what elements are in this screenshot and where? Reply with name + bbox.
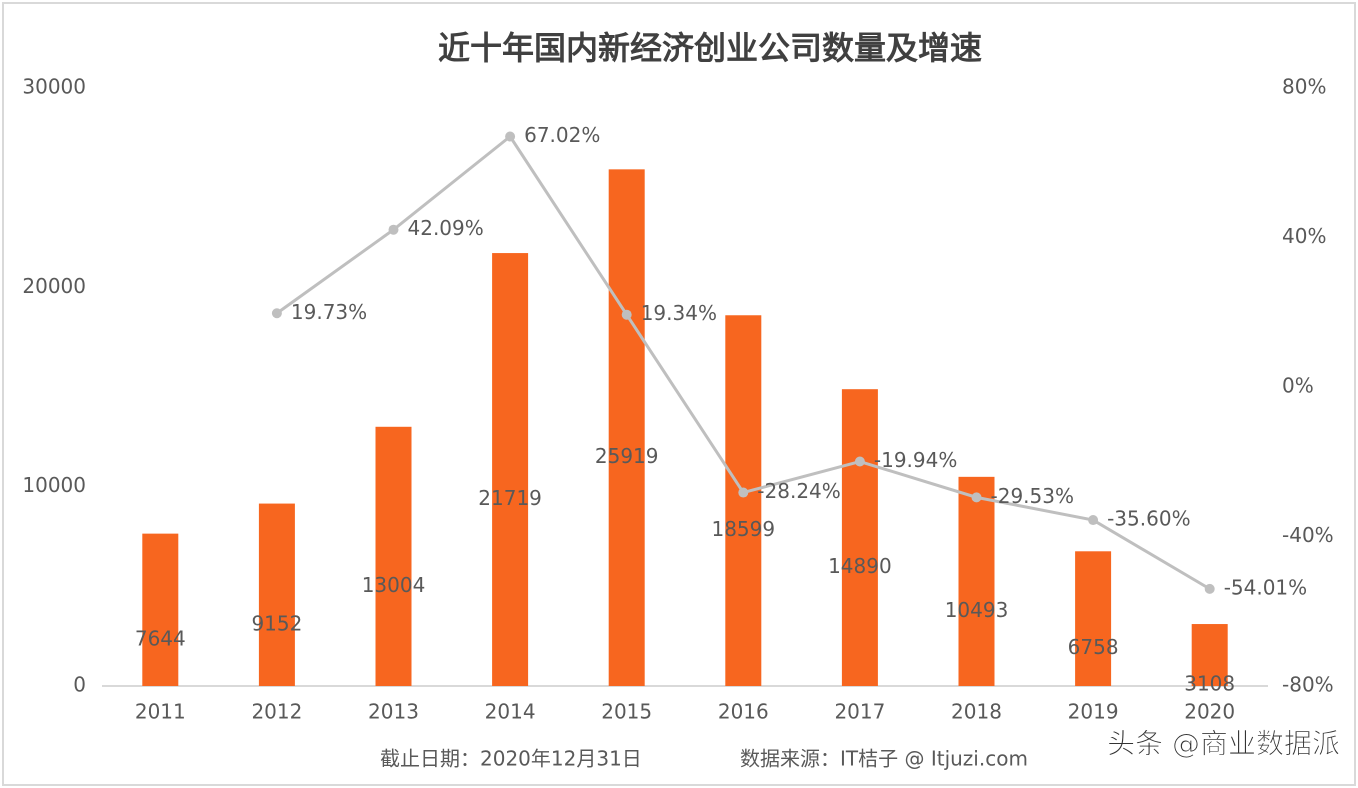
y2-tick-label: 80% xyxy=(1282,75,1326,99)
footnote: 数据来源：IT桔子 @ Itjuzi.com xyxy=(740,747,1028,771)
line-point xyxy=(271,308,282,319)
line-point xyxy=(388,224,399,235)
x-tick-label: 2013 xyxy=(368,700,419,724)
data-label: 9152 xyxy=(251,611,302,635)
x-tick-label: 2017 xyxy=(834,700,885,724)
line-point xyxy=(621,309,632,320)
line-point xyxy=(505,131,516,142)
line-point xyxy=(854,456,865,467)
y-tick-label: 10000 xyxy=(22,473,86,497)
line-point xyxy=(738,487,749,498)
y2-tick-label: -80% xyxy=(1282,673,1334,697)
y-tick-label: 20000 xyxy=(22,274,86,298)
x-tick-label: 2014 xyxy=(485,700,536,724)
watermark: 头条 @商业数据派 xyxy=(1107,727,1340,760)
x-tick-label: 2019 xyxy=(1068,700,1119,724)
y2-tick-label: -40% xyxy=(1282,523,1334,547)
data-label: -28.24% xyxy=(757,479,840,503)
data-label: 10493 xyxy=(945,598,1009,622)
x-tick-label: 2016 xyxy=(718,700,769,724)
bar xyxy=(492,253,529,686)
y-tick-label: 0 xyxy=(73,673,86,697)
y-tick-label: 30000 xyxy=(22,75,86,99)
line-point xyxy=(971,492,982,503)
data-label: 19.34% xyxy=(641,301,717,325)
bar xyxy=(725,315,762,686)
data-label: 6758 xyxy=(1068,635,1119,659)
data-label: 3108 xyxy=(1184,672,1235,696)
bar xyxy=(958,476,995,686)
data-label: 7644 xyxy=(135,626,186,650)
y2-tick-label: 40% xyxy=(1282,224,1326,248)
bar xyxy=(841,389,878,686)
line-point xyxy=(1204,583,1215,594)
x-tick-label: 2011 xyxy=(135,700,186,724)
x-tick-label: 2018 xyxy=(951,700,1002,724)
data-label: -19.94% xyxy=(874,448,957,472)
footnote: 截止日期：2020年12月31日 xyxy=(380,747,642,771)
bar xyxy=(608,169,645,687)
bar xyxy=(375,426,412,686)
chart-title: 近十年国内新经济创业公司数量及增速 xyxy=(438,29,982,67)
data-label: -35.60% xyxy=(1107,507,1190,531)
x-tick-label: 2015 xyxy=(601,700,652,724)
x-tick-label: 2020 xyxy=(1184,700,1235,724)
y2-tick-label: 0% xyxy=(1282,374,1314,398)
data-label: -54.01% xyxy=(1224,575,1307,599)
bar xyxy=(1191,624,1228,686)
bar xyxy=(1075,551,1112,686)
data-label: 21719 xyxy=(478,486,542,510)
data-label: 25919 xyxy=(595,444,659,468)
line-point xyxy=(1088,515,1099,526)
data-label: 42.09% xyxy=(408,216,484,240)
x-tick-label: 2012 xyxy=(251,700,302,724)
data-label: 13004 xyxy=(362,573,426,597)
data-label: 18599 xyxy=(711,517,775,541)
bar xyxy=(258,503,295,686)
data-label: 67.02% xyxy=(524,123,600,147)
bar xyxy=(142,533,179,686)
data-label: 19.73% xyxy=(291,300,367,324)
data-label: -29.53% xyxy=(991,484,1074,508)
data-label: 14890 xyxy=(828,554,892,578)
